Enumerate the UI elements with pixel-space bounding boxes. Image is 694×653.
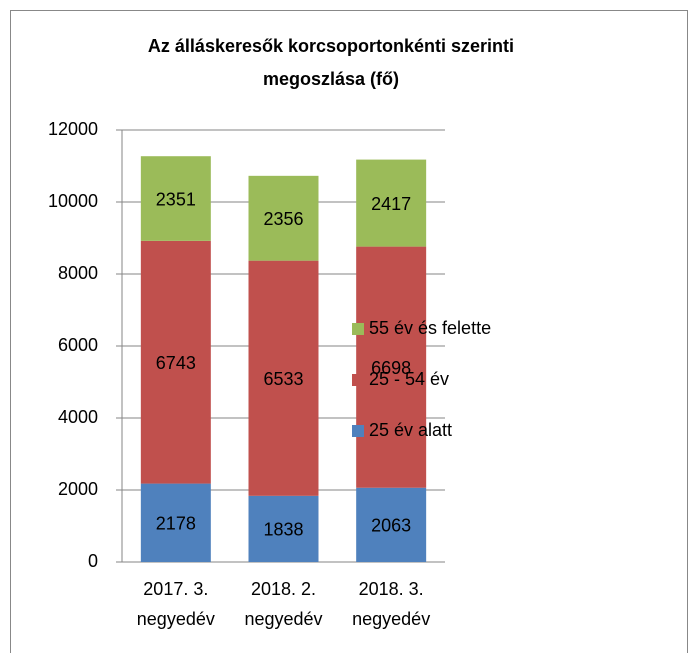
chart-border (10, 10, 688, 653)
chart-title: megoszlása (fő) (263, 69, 399, 89)
data-label: 2351 (156, 189, 196, 209)
bar-segment (248, 260, 319, 496)
y-tick-label: 10000 (48, 191, 98, 211)
bar-segment (356, 246, 427, 488)
data-label: 1838 (263, 520, 303, 540)
data-label: 2356 (263, 209, 303, 229)
data-label: 6533 (263, 369, 303, 389)
legend-label: 25 év alatt (369, 420, 452, 440)
bar-segment (248, 175, 319, 261)
x-tick-label: 2017. 3. negyedév (137, 579, 215, 629)
legend-label: 55 év és felette (369, 318, 491, 338)
bar-segment (356, 159, 427, 247)
x-tick-label: 2018. 2. negyedév (244, 579, 322, 629)
chart-title: Az álláskeresők korcsoportonkénti szerin… (148, 36, 514, 56)
data-label: 2417 (371, 194, 411, 214)
data-label: 6743 (156, 353, 196, 373)
bar-segment (248, 495, 319, 562)
y-tick-label: 2000 (58, 479, 98, 499)
legend-swatch (352, 323, 364, 335)
y-tick-label: 4000 (58, 407, 98, 427)
data-label: 6698 (371, 358, 411, 378)
bar-segment (356, 487, 427, 562)
y-tick-label: 12000 (48, 119, 98, 139)
data-label: 2178 (156, 514, 196, 534)
y-tick-label: 6000 (58, 335, 98, 355)
bar-segment (140, 156, 211, 241)
data-label: 2063 (371, 516, 411, 536)
bar-segment (140, 240, 211, 484)
y-tick-label: 8000 (58, 263, 98, 283)
y-tick-label: 0 (88, 551, 98, 571)
x-tick-label: 2018. 3. negyedév (352, 579, 430, 629)
legend-swatch (352, 374, 364, 386)
legend-swatch (352, 425, 364, 437)
bar-segment (140, 483, 211, 562)
legend-label: 25 - 54 év (369, 369, 449, 389)
